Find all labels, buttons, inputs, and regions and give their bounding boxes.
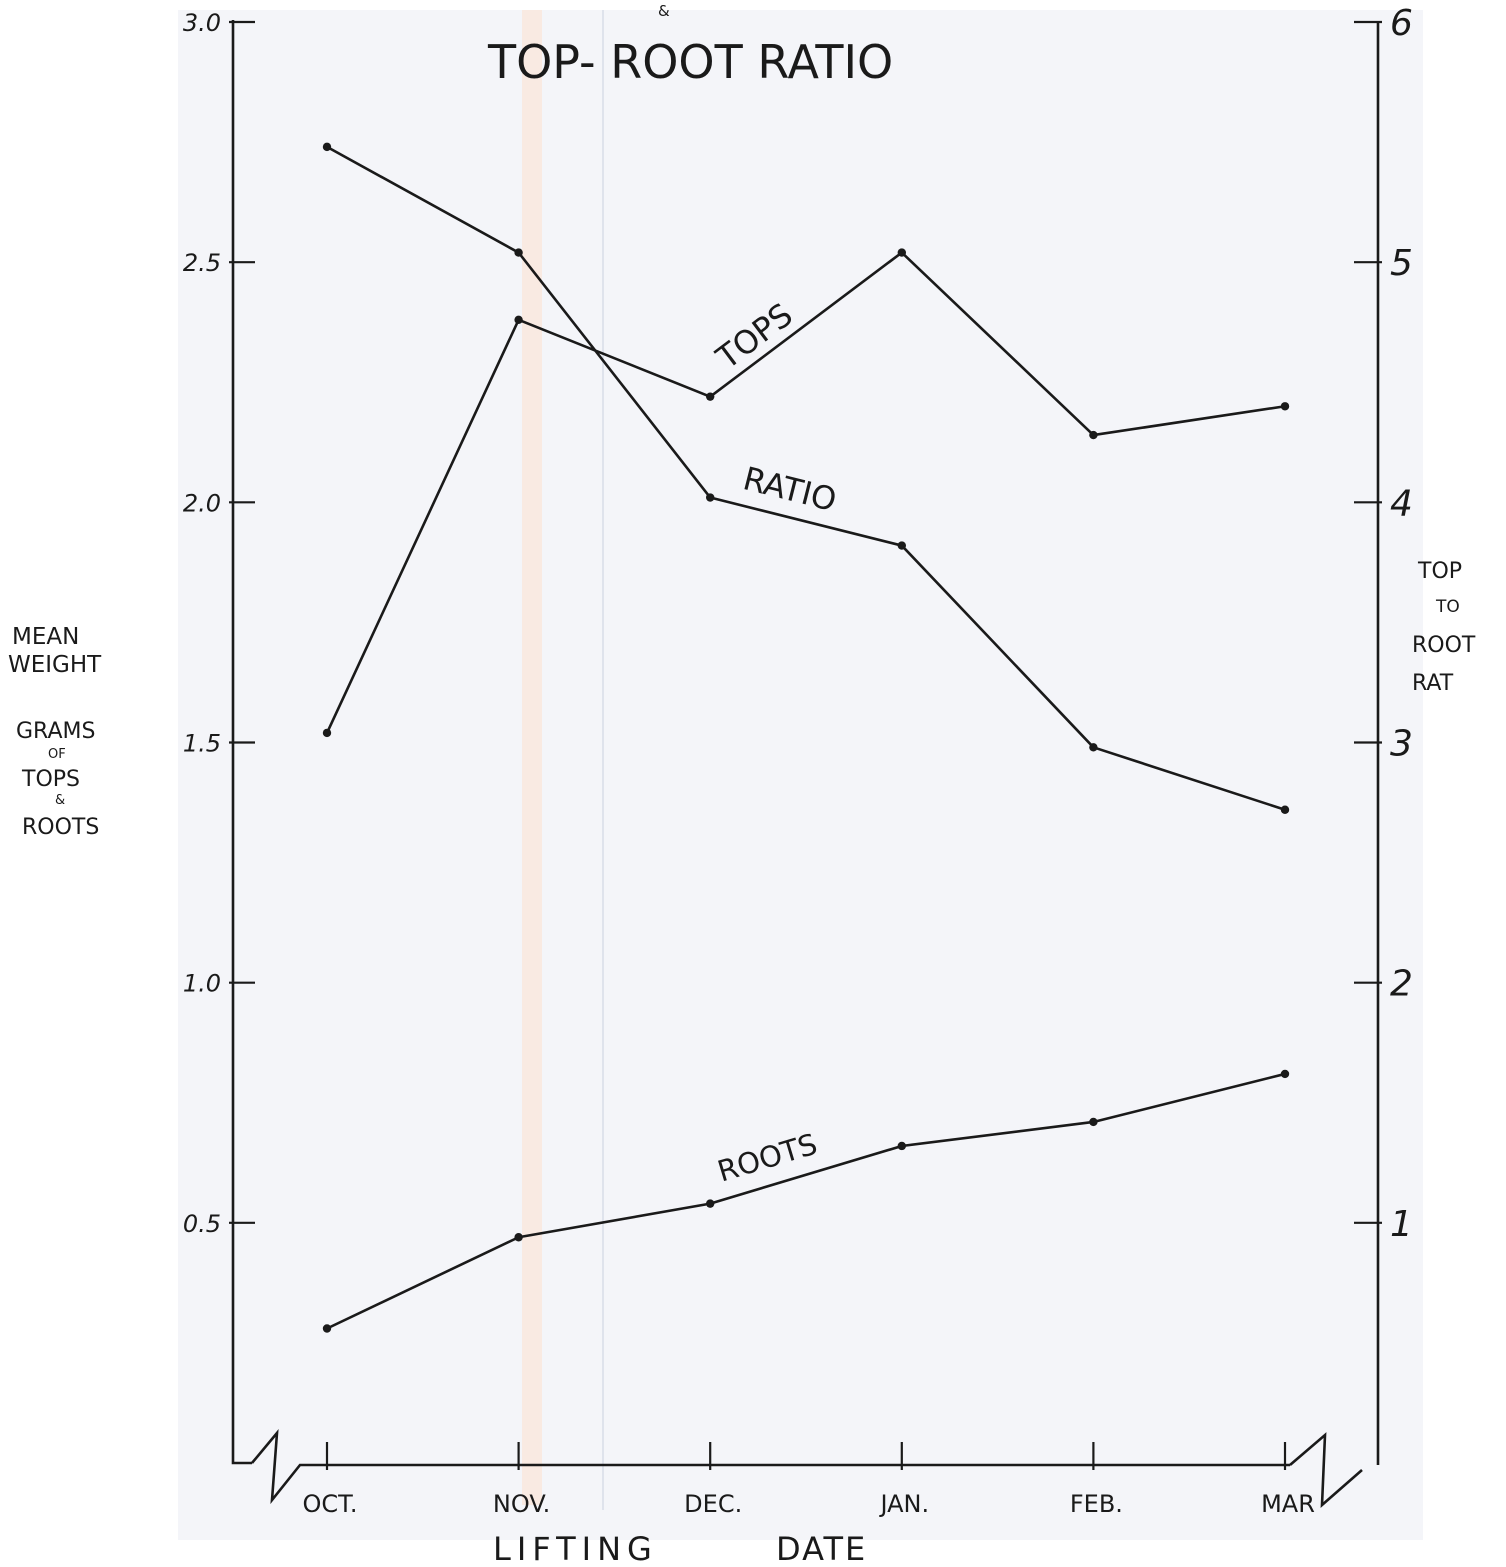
data-point-tops — [322, 728, 332, 738]
data-point-ratio — [322, 142, 332, 152]
right-axis-ticks: 6 5 4 3 2 1 — [1354, 3, 1413, 1245]
right-label-line: TOP — [1417, 559, 1462, 584]
chart-title: TOP- ROOT RATIO — [487, 35, 893, 89]
x-tick-label: NOV. — [493, 1490, 550, 1518]
data-point-roots — [1280, 1069, 1290, 1079]
data-point-tops — [1089, 430, 1098, 440]
data-point-ratio — [897, 541, 906, 550]
x-axis-ticks: OCT. NOV. DEC. JAN. FEB. MAR — [302, 1442, 1315, 1518]
right-label-line: TO — [1435, 597, 1460, 617]
data-point-tops — [1280, 402, 1290, 411]
left-sublabel-line: OF — [48, 747, 66, 762]
data-point-ratio — [706, 493, 715, 502]
left-tick-label: 2.5 — [183, 249, 221, 277]
left-sublabel-line: TOPS — [21, 767, 80, 792]
data-point-roots — [1089, 1117, 1098, 1127]
x-axis-break-right — [1289, 1432, 1363, 1508]
x-tick-label: FEB. — [1070, 1490, 1123, 1518]
data-point-tops — [897, 248, 906, 257]
x-axis-label: LIFTING DATE — [493, 1530, 867, 1567]
right-tick-label: 2 — [1390, 964, 1413, 1005]
scan-band — [522, 10, 542, 1505]
left-axis-ticks: 3.0 2.5 2.0 1.5 1.0 0.5 — [183, 9, 255, 1238]
x-label-word: LIFTING — [493, 1530, 658, 1567]
left-tick-label: 0.5 — [183, 1210, 221, 1238]
left-tick-label: 1.5 — [183, 730, 221, 758]
data-point-roots — [322, 1324, 332, 1333]
left-tick-label: 3.0 — [183, 9, 221, 37]
left-sublabel-line: GRAMS — [16, 719, 95, 744]
right-tick-label: 5 — [1390, 243, 1413, 284]
left-label-line: WEIGHT — [8, 652, 102, 678]
right-label-line: RAT — [1412, 671, 1454, 696]
series-line-ratio — [326, 145, 1286, 811]
left-sublabel-line: & — [55, 793, 65, 808]
left-axis — [231, 20, 252, 1465]
data-point-roots — [897, 1141, 906, 1151]
left-sublabel-line: ROOTS — [22, 815, 99, 840]
x-tick-label: JAN. — [878, 1490, 929, 1518]
left-tick-label: 2.0 — [183, 489, 221, 517]
right-tick-label: 3 — [1390, 724, 1413, 765]
left-tick-label: 1.0 — [183, 970, 221, 998]
title-mark: & — [658, 2, 670, 20]
data-point-ratio — [514, 248, 523, 257]
data-point-tops — [514, 315, 523, 325]
right-label-line: ROOT — [1412, 633, 1476, 658]
right-tick-label: 4 — [1390, 483, 1413, 524]
x-tick-label: MAR — [1261, 1490, 1315, 1518]
x-tick-label: DEC. — [684, 1490, 742, 1518]
x-tick-label: OCT. — [302, 1490, 357, 1518]
paper-background — [178, 10, 1423, 1540]
data-point-roots — [514, 1233, 523, 1242]
series-line-roots — [326, 1072, 1286, 1330]
series-line-tops — [325, 251, 1286, 734]
right-tick-label: 1 — [1390, 1204, 1413, 1245]
left-label-line: MEAN — [12, 624, 79, 650]
data-point-ratio — [1089, 743, 1098, 752]
x-label-word: DATE — [776, 1530, 867, 1567]
right-tick-label: 6 — [1390, 3, 1413, 44]
data-point-tops — [706, 392, 715, 401]
data-point-ratio — [1280, 805, 1290, 814]
right-axis-label: TOP TO ROOT RAT — [1412, 559, 1476, 696]
data-point-roots — [706, 1199, 715, 1208]
left-axis-label: MEAN WEIGHT GRAMS OF TOPS & ROOTS — [8, 624, 102, 840]
x-axis-break-left — [251, 1429, 327, 1505]
